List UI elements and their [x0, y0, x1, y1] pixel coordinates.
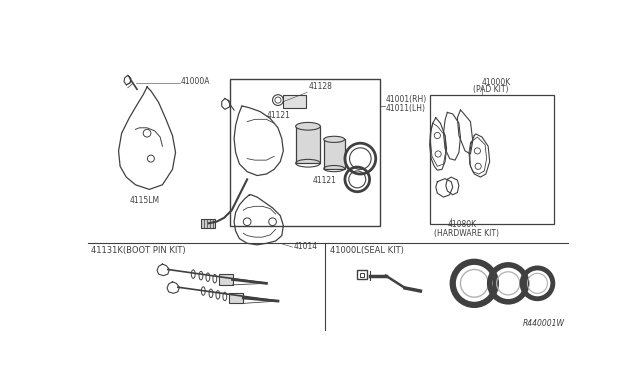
Text: 41128: 41128: [308, 82, 333, 91]
Text: R440001W: R440001W: [523, 319, 565, 328]
Bar: [219, 274, 232, 285]
Text: 41011(LH): 41011(LH): [386, 104, 426, 113]
Text: 41000A: 41000A: [180, 77, 210, 86]
Bar: [230, 79, 380, 225]
Text: 41000K: 41000K: [482, 78, 511, 87]
Text: 41121: 41121: [266, 111, 291, 120]
Text: 4115LM: 4115LM: [130, 196, 160, 205]
Text: 41014: 41014: [293, 242, 317, 251]
Bar: [284, 96, 307, 108]
Text: 41121: 41121: [312, 176, 337, 185]
Text: 41000L(SEAL KIT): 41000L(SEAL KIT): [330, 246, 403, 256]
Bar: [296, 126, 320, 163]
Bar: [324, 140, 345, 169]
Text: 41001(RH): 41001(RH): [386, 95, 427, 105]
Text: 41131K(BOOT PIN KIT): 41131K(BOOT PIN KIT): [91, 246, 186, 256]
Bar: [357, 270, 367, 279]
Bar: [429, 95, 554, 224]
Text: 41080K: 41080K: [448, 220, 477, 229]
Bar: [360, 273, 364, 277]
Ellipse shape: [324, 136, 344, 142]
Bar: [230, 293, 243, 303]
Ellipse shape: [296, 122, 320, 130]
Text: (PAD KIT): (PAD KIT): [473, 86, 508, 94]
Text: (HARDWARE KIT): (HARDWARE KIT): [435, 229, 499, 238]
Bar: [201, 219, 215, 228]
